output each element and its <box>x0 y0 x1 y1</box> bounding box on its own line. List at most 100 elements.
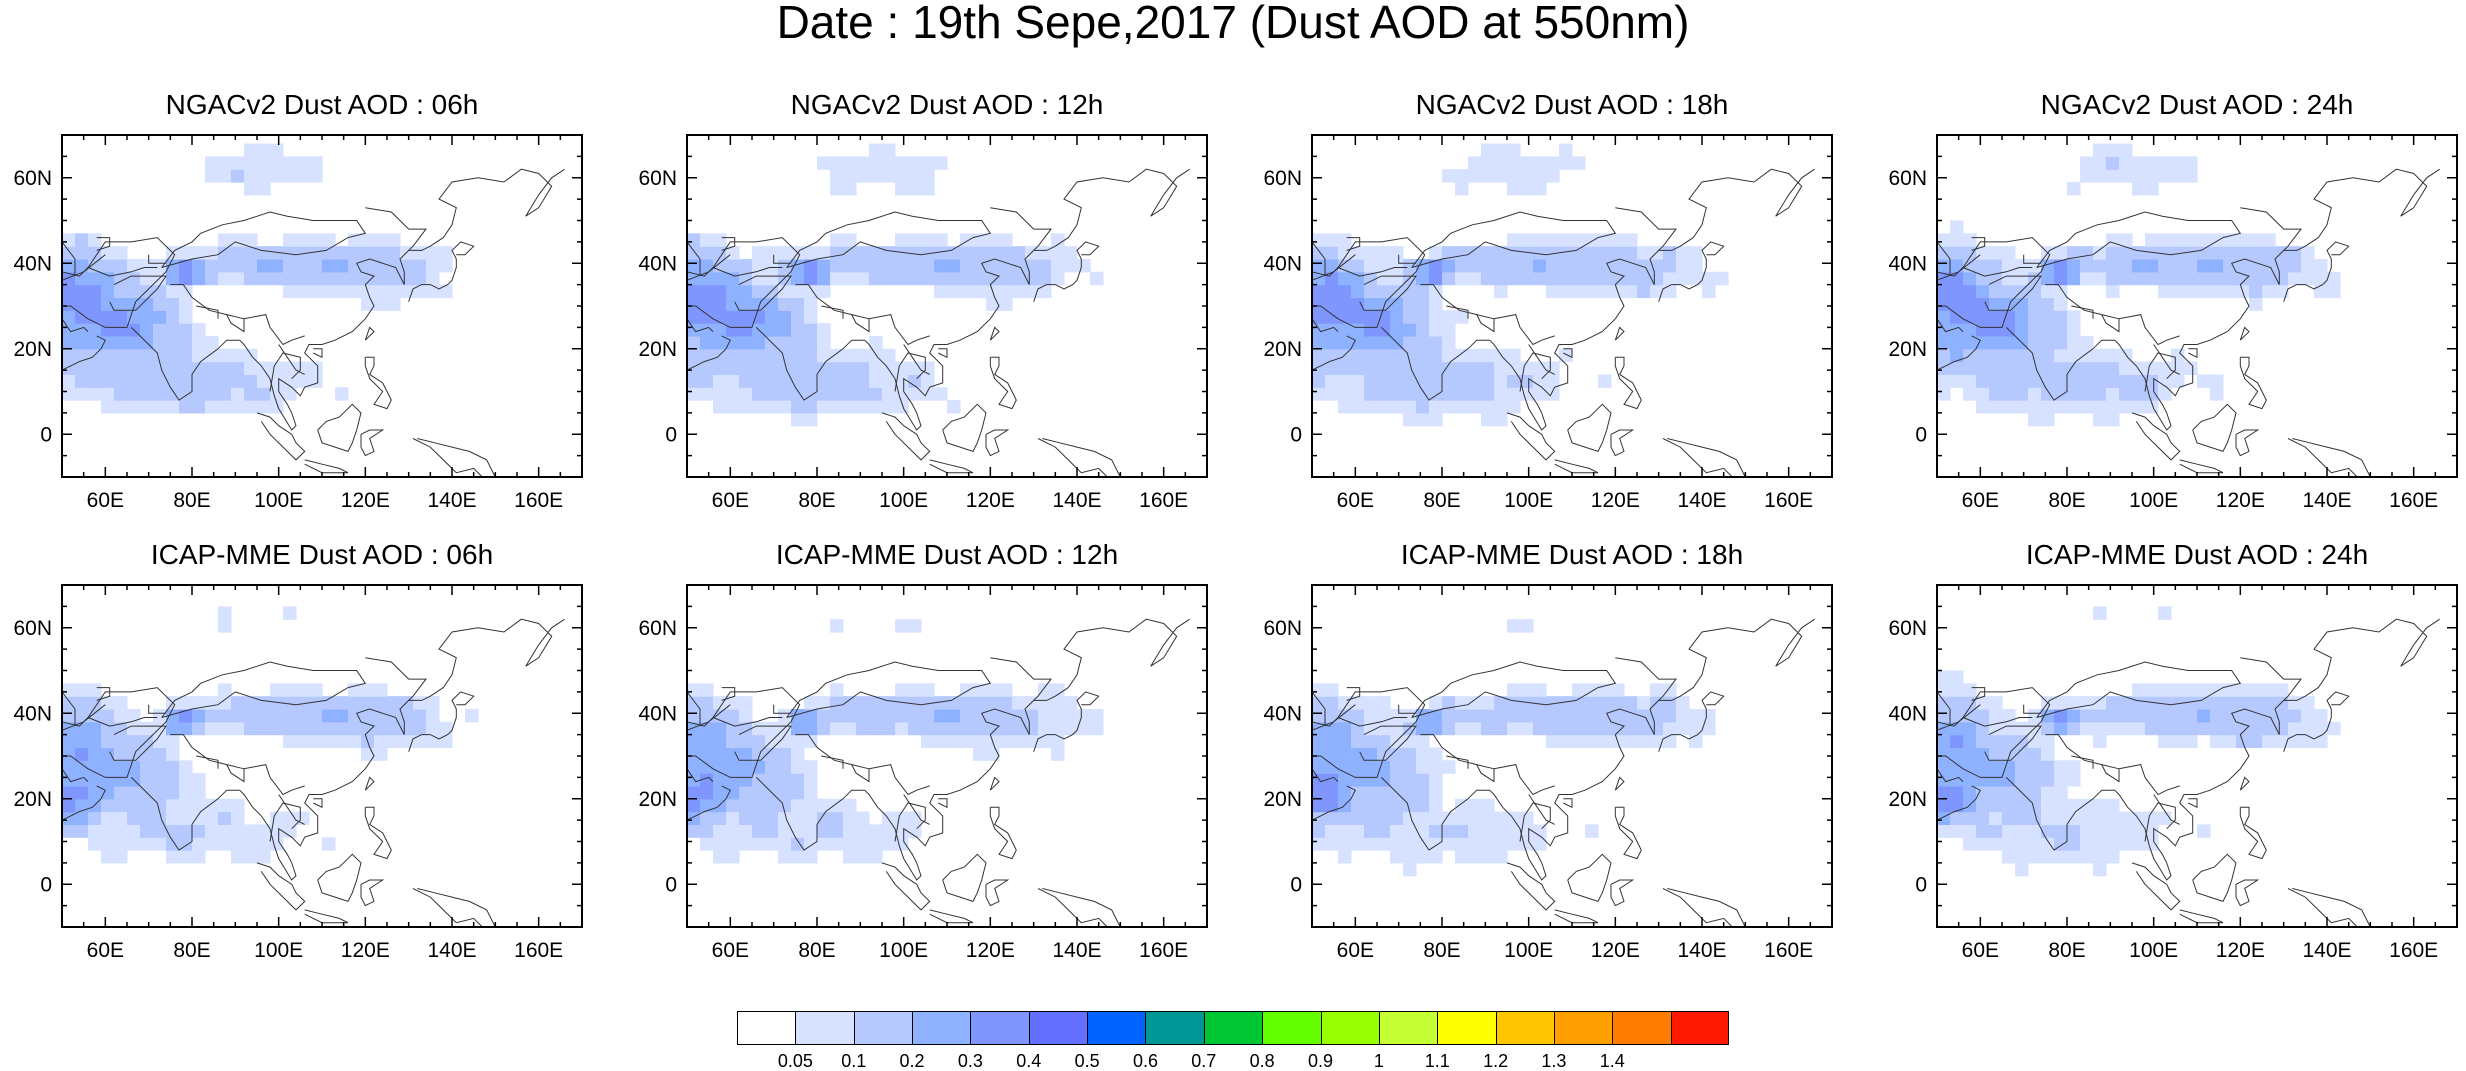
aod-cell <box>257 374 271 388</box>
aod-cell <box>739 323 753 337</box>
aod-cell <box>179 721 193 736</box>
aod-cell <box>2210 696 2224 710</box>
aod-cell <box>2119 271 2133 286</box>
aod-cell <box>231 850 245 864</box>
aod-cell <box>1429 708 1443 723</box>
aod-cell <box>2080 798 2094 813</box>
aod-cell <box>700 734 714 749</box>
aod-cell <box>960 271 974 286</box>
coastline-segment <box>62 241 76 277</box>
aod-cell <box>88 747 102 761</box>
aod-cell <box>1416 798 1430 813</box>
coastline-segment <box>2045 284 2180 346</box>
aod-cell <box>778 387 792 401</box>
coastline-segment <box>2239 326 2250 341</box>
aod-cell <box>1416 850 1430 864</box>
aod-cell <box>205 335 219 350</box>
aod-cell <box>257 182 271 196</box>
coastline-segment <box>687 318 714 333</box>
aod-cell <box>127 374 141 388</box>
aod-cell <box>778 246 792 260</box>
aod-cell <box>2002 284 2016 299</box>
aod-cell <box>2158 361 2172 375</box>
aod-cell <box>101 335 115 350</box>
aod-cell <box>1559 258 1573 273</box>
aod-cell <box>2132 374 2146 388</box>
aod-cell <box>2132 271 2146 286</box>
coastline-segment <box>2283 691 2350 752</box>
aod-cell <box>1950 708 1964 723</box>
aod-cell <box>1976 837 1990 851</box>
aod-cell <box>2171 374 2185 388</box>
aod-cell <box>1325 798 1339 813</box>
lon-tick-label: 120E <box>2216 489 2265 512</box>
aod-cell <box>1351 747 1365 761</box>
aod-cell <box>309 156 323 170</box>
aod-cell <box>127 348 141 363</box>
aod-cell <box>739 798 753 813</box>
aod-cell <box>88 811 102 825</box>
coastline-segment <box>1614 806 1642 860</box>
aod-cell <box>791 310 805 324</box>
aod-cell <box>2002 348 2016 363</box>
aod-cell <box>1989 837 2003 851</box>
aod-cell <box>804 374 818 388</box>
aod-cell <box>1429 284 1443 299</box>
aod-cell <box>804 335 818 350</box>
aod-cell <box>101 721 115 736</box>
aod-cell <box>2093 374 2107 388</box>
aod-cell <box>778 297 792 311</box>
aod-cell <box>2041 374 2055 388</box>
aod-cell <box>2028 297 2042 311</box>
aod-cell <box>1481 837 1495 851</box>
coastline-segment <box>2235 429 2260 457</box>
coastline-segment <box>1037 888 1121 927</box>
aod-cell <box>1702 271 1716 286</box>
aod-cell <box>1416 387 1430 401</box>
aod-cell <box>1312 374 1326 388</box>
aod-cell <box>2015 798 2029 813</box>
aod-cell <box>752 400 766 414</box>
aod-cell <box>2171 233 2185 247</box>
coastline-segment <box>881 412 931 461</box>
aod-cell <box>2015 721 2029 736</box>
aod-cell <box>2041 335 2055 350</box>
aod-cell <box>778 811 792 825</box>
aod-cell <box>127 271 141 286</box>
lon-tick-label: 60E <box>1962 939 1999 962</box>
aod-cell <box>88 361 102 375</box>
aod-cell <box>2041 747 2055 761</box>
aod-cell <box>765 348 779 363</box>
aod-cell <box>687 297 701 311</box>
aod-cell <box>1663 708 1677 723</box>
aod-cell <box>1403 773 1417 787</box>
aod-cell <box>2236 696 2250 710</box>
aod-cell <box>817 837 831 851</box>
aod-cell <box>1012 708 1026 723</box>
coastline-segment <box>161 211 367 268</box>
aod-cell <box>322 271 336 286</box>
aod-cell <box>2054 760 2068 774</box>
lon-tick-label: 140E <box>1677 489 1726 512</box>
aod-cell <box>882 271 896 286</box>
coastline-segment <box>1312 691 1326 727</box>
aod-cell <box>895 387 909 401</box>
aod-cell <box>88 233 102 247</box>
aod-cell <box>2093 824 2107 838</box>
aod-cell <box>2249 734 2263 749</box>
aod-cell <box>2158 169 2172 183</box>
aod-cell <box>1950 734 1964 749</box>
aod-cell <box>192 721 206 736</box>
aod-cell <box>153 824 167 838</box>
aod-cell <box>205 348 219 363</box>
aod-cell <box>114 824 128 838</box>
aod-cell <box>1637 246 1651 260</box>
aod-cell <box>1403 387 1417 401</box>
aod-cell <box>2028 323 2042 337</box>
aod-cell <box>2002 798 2016 813</box>
aod-cell <box>1468 348 1482 363</box>
aod-cell <box>1390 297 1404 311</box>
aod-cell <box>804 412 818 427</box>
aod-cell <box>322 837 336 851</box>
